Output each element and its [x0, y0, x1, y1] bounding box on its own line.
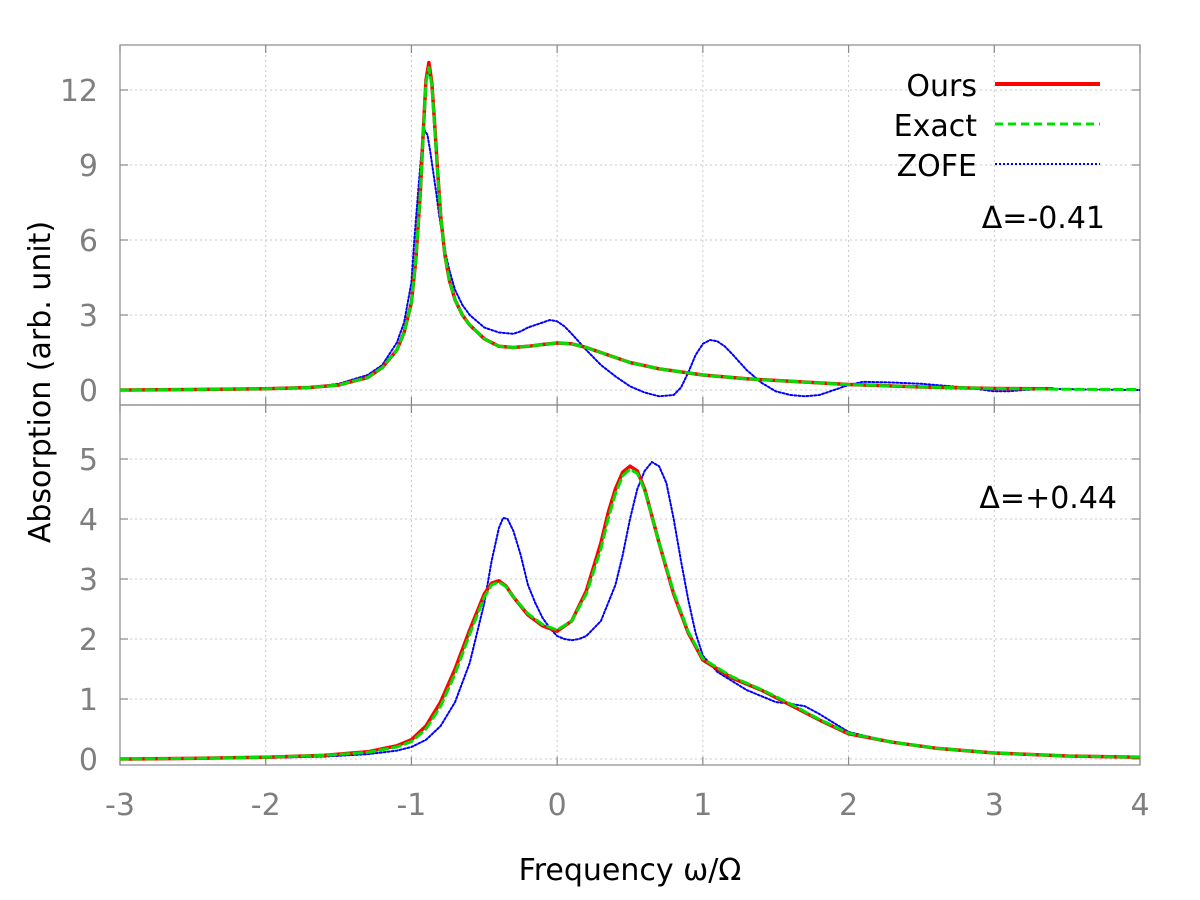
panel-series [120, 60, 1140, 398]
y-tick-label: 2 [79, 623, 98, 658]
y-tick-label: 9 [79, 149, 98, 184]
series-line-exact [120, 66, 1140, 392]
x-tick-label: -3 [105, 788, 135, 823]
legend: Ours Exact ZOFE [894, 69, 1100, 184]
y-tick-label: 1 [79, 683, 98, 718]
series-line-exact [120, 467, 1140, 761]
data-series [120, 60, 1140, 761]
x-tick-label: -2 [251, 788, 281, 823]
y-tick-label: 3 [79, 299, 98, 334]
grid-lines [120, 45, 1140, 765]
x-axis-label: Frequency ω/Ω [519, 853, 742, 888]
y-tick-label: 12 [60, 74, 98, 109]
series-line-zofe [120, 129, 1140, 398]
y-tick-label: 4 [79, 503, 98, 538]
legend-label-zofe: ZOFE [897, 149, 977, 184]
y-axis-label: Absorption (arb. unit) [23, 221, 58, 543]
series-line-zofe [120, 461, 1140, 760]
plot-frames [119, 44, 1141, 766]
y-tick-label: 0 [79, 743, 98, 778]
x-tick-label: 1 [693, 788, 712, 823]
x-tick-label: 0 [548, 788, 567, 823]
panel-bottom-annotation: Δ=+0.44 [979, 481, 1117, 516]
y-tick-label: 0 [79, 374, 98, 409]
x-tick-label: 4 [1130, 788, 1149, 823]
panel-series [120, 461, 1140, 761]
x-tick-label: -1 [396, 788, 426, 823]
x-tick-label: 2 [839, 788, 858, 823]
legend-label-exact: Exact [894, 109, 978, 144]
panel-frame [119, 404, 1141, 766]
y-tick-label: 6 [79, 224, 98, 259]
x-tick-label: 3 [985, 788, 1004, 823]
panel-top-annotation: Δ=-0.41 [982, 201, 1105, 236]
legend-label-ours: Ours [906, 69, 977, 104]
y-tick-label: 5 [79, 443, 98, 478]
y-tick-label: 3 [79, 563, 98, 598]
